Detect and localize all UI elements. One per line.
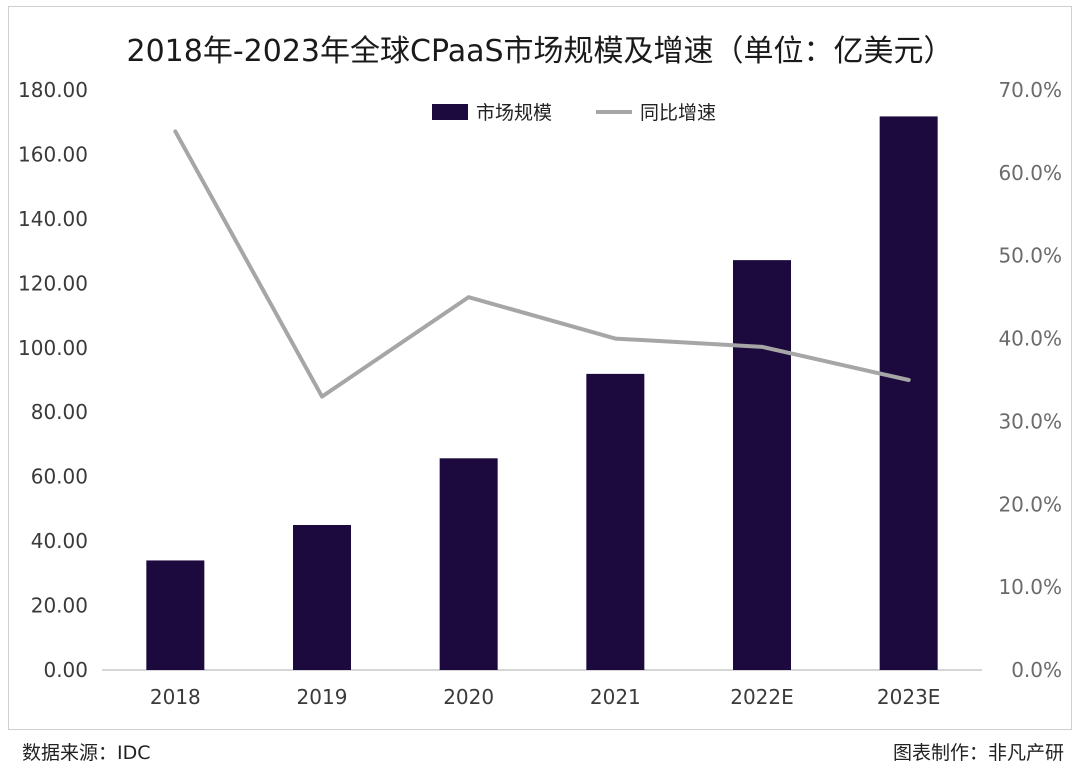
chart-maker-note: 图表制作：非凡产研 (892, 742, 1064, 764)
bar-2021 (586, 373, 645, 670)
x-tick-label: 2020 (443, 685, 494, 709)
legend-swatch-bar (432, 104, 468, 120)
y-right-tick-label: 50.0% (998, 244, 1062, 268)
x-tick-label: 2023E (877, 685, 941, 709)
x-tick-label: 2022E (730, 685, 794, 709)
y-left-tick-label: 40.00 (31, 529, 88, 553)
legend-label-bar: 市场规模 (476, 102, 552, 124)
y-right-tick-label: 60.0% (998, 161, 1062, 185)
y-left-tick-label: 160.00 (18, 142, 88, 166)
chart-title: 2018年-2023年全球CPaaS市场规模及增速（单位：亿美元） (126, 34, 954, 69)
legend-label-line: 同比增速 (640, 102, 716, 124)
y-left-tick-label: 20.00 (31, 594, 88, 618)
source-note: 数据来源：IDC (22, 742, 151, 764)
y-right-tick-label: 30.0% (998, 409, 1062, 433)
y-right-tick-label: 70.0% (998, 78, 1062, 102)
bar-2022E (733, 260, 791, 670)
y-left-tick-label: 60.00 (31, 465, 88, 489)
y-right-tick-label: 20.0% (998, 492, 1062, 516)
y-right-tick-label: 0.0% (1011, 658, 1062, 682)
y-right-tick-label: 10.0% (998, 575, 1062, 599)
y-left-tick-label: 0.00 (43, 658, 88, 682)
growth-rate-line (173, 129, 911, 399)
bars-layer (146, 116, 938, 670)
bar-2023E (879, 116, 938, 670)
x-tick-label: 2021 (590, 685, 641, 709)
y-left-tick-label: 80.00 (31, 400, 88, 424)
line-layer (173, 129, 911, 399)
y-left-tick-label: 140.00 (18, 207, 88, 231)
x-tick-label: 2018 (150, 685, 201, 709)
legend: 市场规模 同比增速 (432, 102, 716, 124)
ticks-layer: 0.00 20.00 40.00 60.00 80.00 100.00 120.00 140.… (18, 78, 1062, 709)
y-left-tick-label: 100.00 (18, 336, 88, 360)
y-right-tick-label: 40.0% (998, 327, 1062, 351)
y-left-tick-label: 180.00 (18, 78, 88, 102)
bar-2019 (293, 525, 351, 670)
y-left-tick-label: 120.00 (18, 271, 88, 295)
x-tick-label: 2019 (297, 685, 348, 709)
bar-2018 (146, 560, 205, 670)
bar-2020 (439, 458, 498, 670)
